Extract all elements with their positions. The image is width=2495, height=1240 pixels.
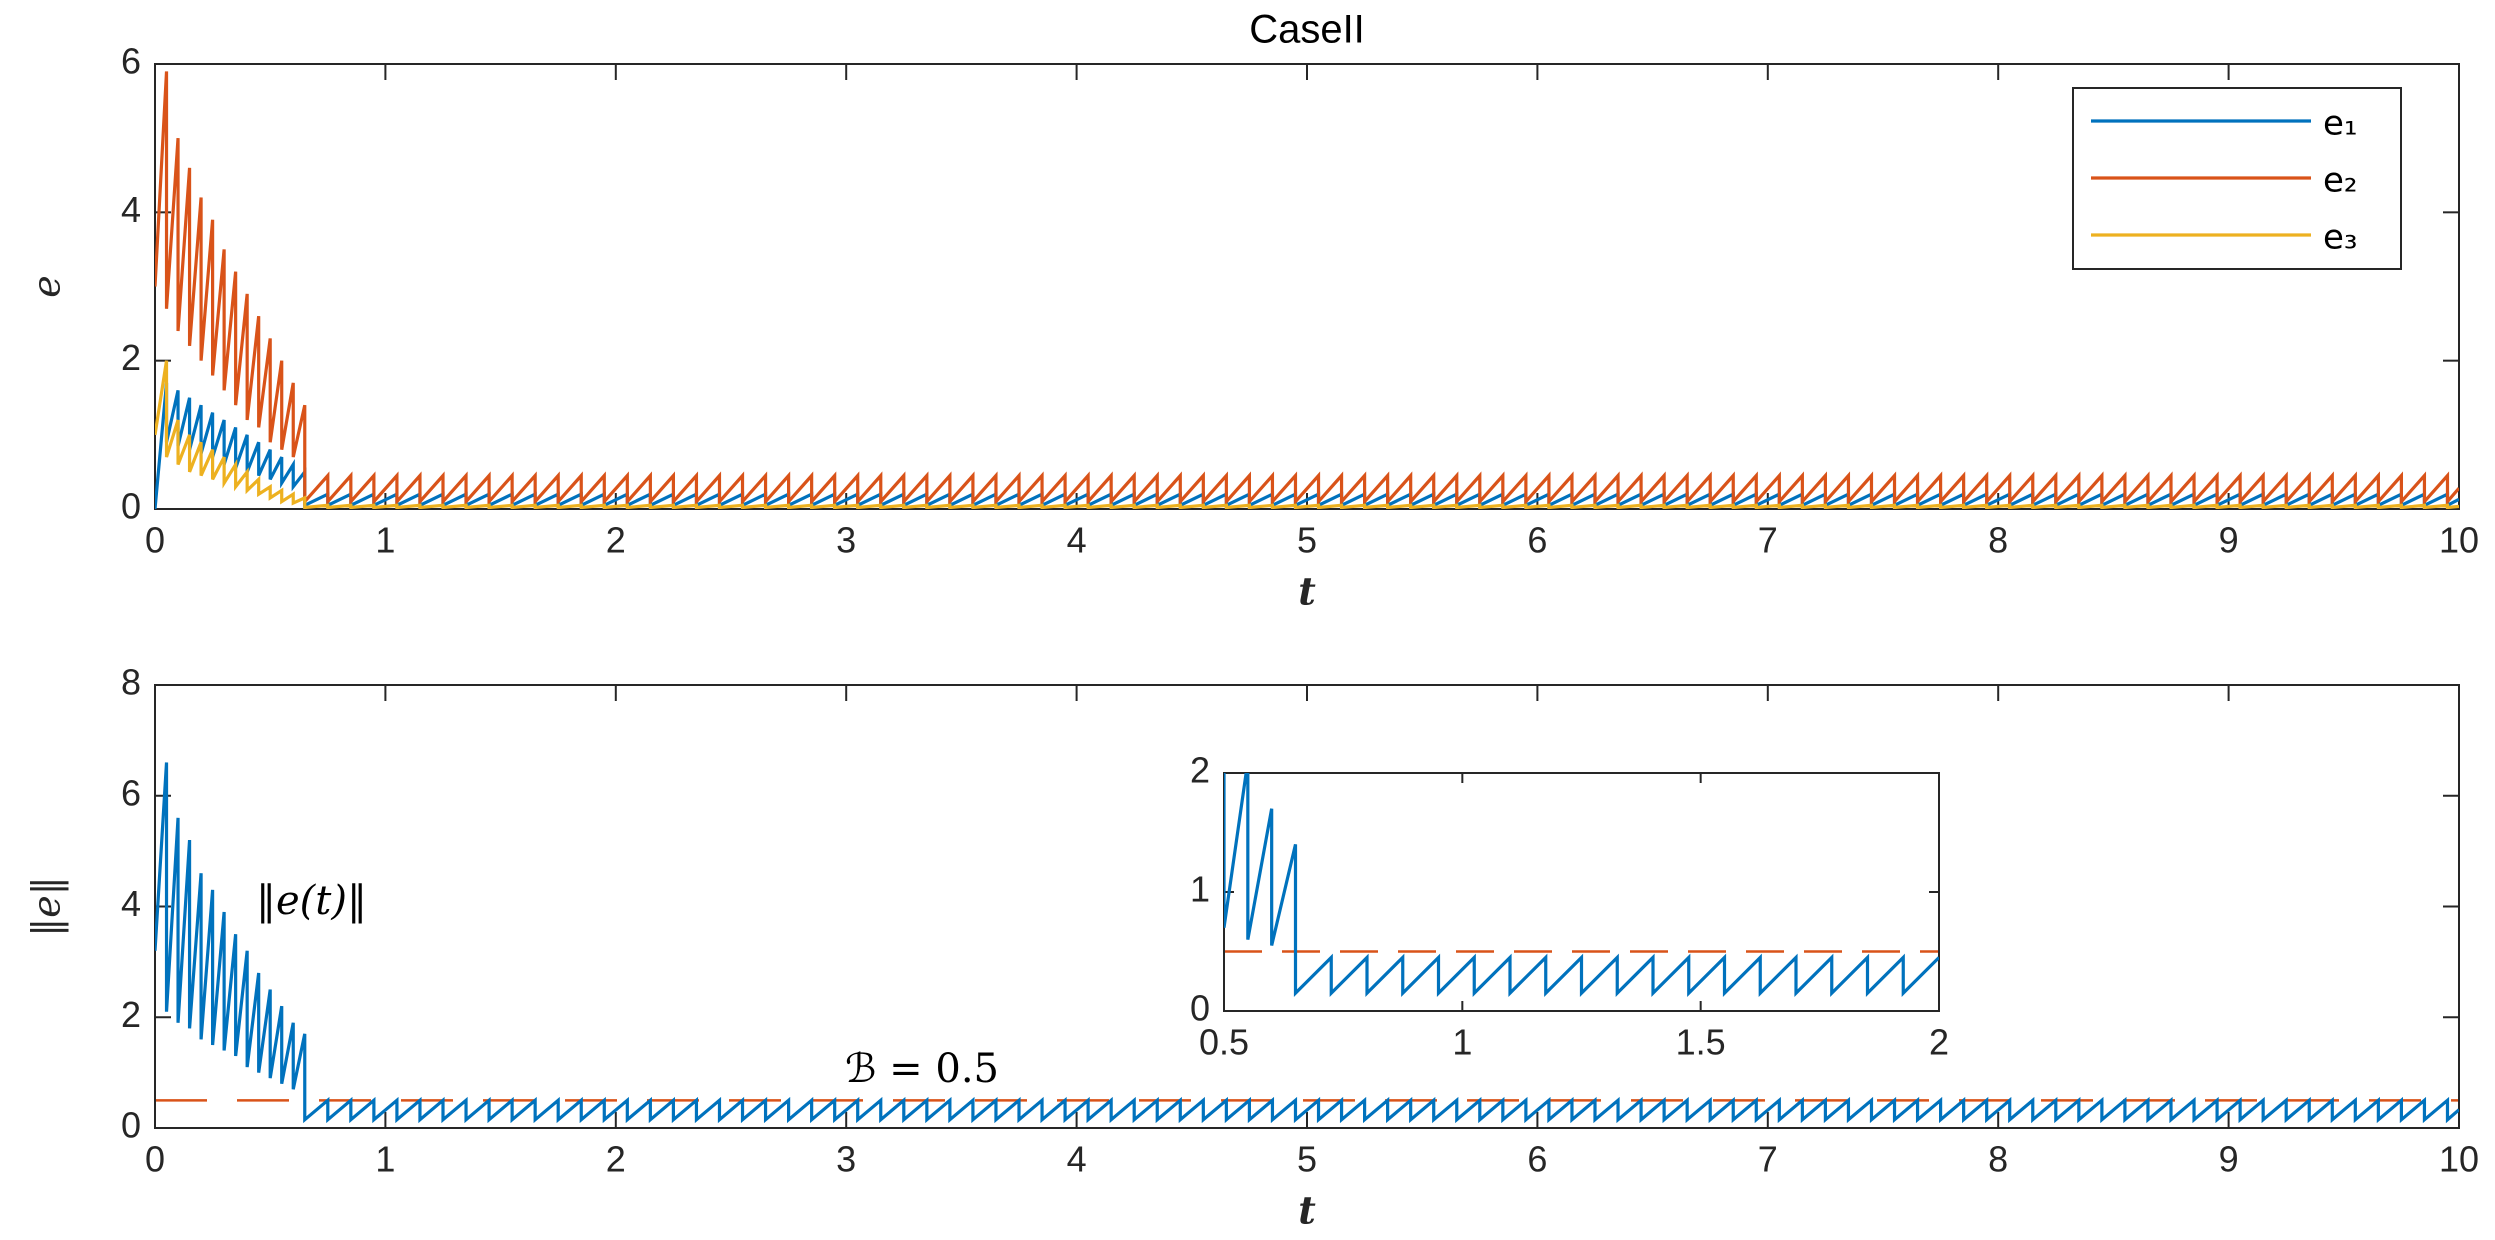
data-line (155, 762, 2459, 1124)
x-tick-label: 3 (836, 1139, 856, 1180)
y-tick-label: 2 (121, 994, 141, 1035)
y-tick-label: 4 (121, 189, 141, 230)
legend: e₁ e₂ e₃ (2072, 87, 2402, 270)
x-tick-label: 5 (1297, 1139, 1317, 1180)
x-tick-label: 1.5 (1676, 1022, 1726, 1063)
x-tick-label: 5 (1297, 520, 1317, 561)
x-tick-label: 9 (2219, 520, 2239, 561)
x-tick-label: 0 (145, 520, 165, 561)
x-tick-label: 2 (606, 520, 626, 561)
data-line (155, 71, 2459, 506)
x-tick-label: 4 (1067, 520, 1087, 561)
x-tick-label: 1 (1452, 1022, 1472, 1063)
y-tick-label: 2 (121, 337, 141, 378)
x-tick-label: 4 (1067, 1139, 1087, 1180)
x-tick-label: 10 (2439, 520, 2479, 561)
chart-title: CaseII (1249, 8, 1365, 52)
y-axis-label: ‖e‖ (25, 876, 69, 937)
legend-label: e₃ (2323, 218, 2358, 258)
x-tick-label: 0.5 (1199, 1022, 1249, 1063)
x-tick-label: 8 (1988, 520, 2008, 561)
x-tick-label: 3 (836, 520, 856, 561)
y-tick-label: 2 (1190, 750, 1210, 791)
x-tick-label: 0 (145, 1139, 165, 1180)
data-line (1224, 773, 1939, 998)
data-line (155, 360, 2459, 509)
y-tick-label: 8 (121, 662, 141, 703)
y-tick-label: 0 (1190, 988, 1210, 1029)
x-tick-label: 1 (375, 520, 395, 561)
legend-label: e₂ (2323, 161, 2358, 201)
x-tick-label: 10 (2439, 1139, 2479, 1180)
x-tick-label: 2 (1929, 1022, 1949, 1063)
legend-label: e₁ (2323, 104, 2358, 144)
y-tick-label: 6 (121, 41, 141, 82)
x-tick-label: 6 (1527, 520, 1547, 561)
x-tick-label: 9 (2219, 1139, 2239, 1180)
y-tick-label: 0 (121, 486, 141, 527)
y-axis-label: e (25, 275, 69, 298)
x-tick-label: 6 (1527, 1139, 1547, 1180)
x-tick-label: 1 (375, 1139, 395, 1180)
annotation: ‖e(t)‖ (256, 878, 367, 924)
y-tick-label: 6 (121, 772, 141, 813)
x-tick-label: 7 (1758, 520, 1778, 561)
x-axis-label: t (1298, 1188, 1316, 1233)
y-tick-label: 1 (1190, 869, 1210, 910)
x-tick-label: 2 (606, 1139, 626, 1180)
x-tick-label: 8 (1988, 1139, 2008, 1180)
x-tick-label: 7 (1758, 1139, 1778, 1180)
axes: 0 1 2 3 4 5 6 7 8 9 10 0 2 4 6 CaseII t e e₁ e₂ e₃ (25, 8, 2480, 614)
y-tick-label: 4 (121, 883, 141, 924)
annotation: ℬ = 0.5 (845, 1046, 999, 1092)
y-tick-label: 0 (121, 1105, 141, 1146)
x-axis-label: t (1298, 569, 1316, 614)
